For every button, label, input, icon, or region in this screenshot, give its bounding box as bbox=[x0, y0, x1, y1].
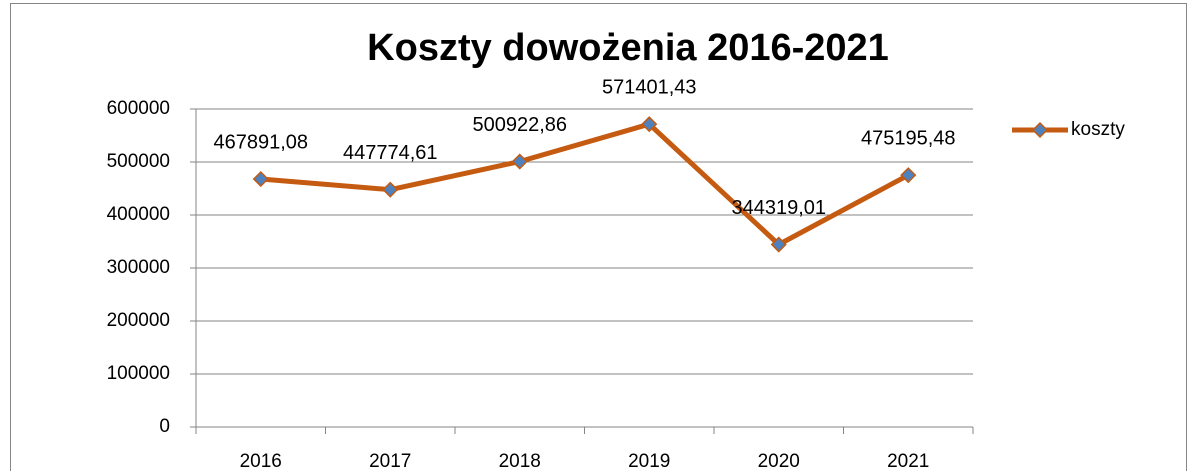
y-tick-label: 600000 bbox=[107, 98, 170, 119]
legend-marker bbox=[1031, 121, 1049, 139]
data-label: 344319,01 bbox=[731, 197, 826, 219]
data-point bbox=[511, 153, 528, 170]
data-point bbox=[252, 170, 269, 188]
data-label: 571401,43 bbox=[602, 76, 697, 98]
y-tick-label: 200000 bbox=[107, 310, 170, 331]
legend-label: koszty bbox=[1071, 119, 1125, 140]
data-point bbox=[900, 167, 917, 184]
data-label: 467891,08 bbox=[213, 131, 308, 153]
data-point bbox=[641, 116, 658, 133]
x-tick-label: 2020 bbox=[758, 451, 800, 471]
data-label: 475195,48 bbox=[861, 127, 956, 149]
y-tick-label: 400000 bbox=[107, 204, 170, 225]
data-label: 500922,86 bbox=[472, 114, 567, 136]
chart-frame bbox=[10, 3, 1187, 471]
x-tick-label: 2019 bbox=[628, 451, 670, 471]
y-tick-label: 500000 bbox=[107, 151, 170, 172]
x-tick-label: 2017 bbox=[369, 451, 411, 471]
data-point bbox=[382, 181, 399, 198]
data-label: 447774,61 bbox=[343, 142, 438, 164]
data-line bbox=[260, 121, 910, 248]
x-tick-label: 2016 bbox=[240, 451, 282, 471]
y-tick-label: 0 bbox=[159, 416, 170, 437]
x-tick-label: 2018 bbox=[499, 451, 541, 471]
y-tick-label: 100000 bbox=[107, 363, 170, 384]
chart-title: Koszty dowożenia 2016-2021 bbox=[367, 27, 889, 69]
data-point bbox=[770, 236, 787, 253]
y-tick-label: 300000 bbox=[107, 257, 170, 278]
x-tick-label: 2021 bbox=[887, 451, 929, 471]
